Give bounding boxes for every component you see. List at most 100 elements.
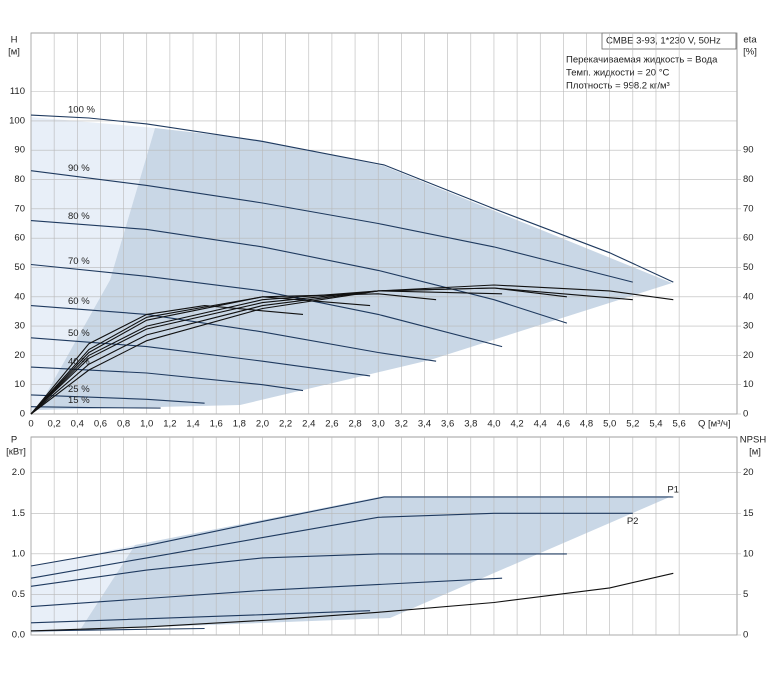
x-tick-label: 2,0 (256, 419, 269, 430)
secondary-curve (30, 572, 674, 632)
y2-tick-label: 10 (743, 379, 754, 390)
curve (30, 394, 205, 404)
y-tick-label: 100 (9, 115, 25, 126)
curve-label: 25 % (68, 384, 90, 395)
x-tick-label: 2,2 (279, 419, 292, 430)
curve-label: 80 % (68, 211, 90, 222)
curve-label: 90 % (68, 163, 90, 174)
x-tick-label: 1,6 (210, 419, 223, 430)
curve-label: P1 (667, 485, 679, 496)
x-tick-label: 4,0 (487, 419, 500, 430)
info-text: Плотность = 998.2 кг/м³ (566, 81, 670, 92)
x-tick-label: 1,0 (140, 419, 153, 430)
y2-tick-label: 0 (743, 630, 748, 641)
curve (30, 512, 633, 579)
secondary-curve (30, 287, 567, 415)
x-tick-label: 3,0 (372, 419, 385, 430)
x-tick-label: 1,8 (233, 419, 246, 430)
x-tick-label: 5,2 (626, 419, 639, 430)
secondary-curve (30, 296, 371, 415)
y-tick-label: 2.0 (12, 467, 25, 478)
x-tick-label: 3,8 (464, 419, 477, 430)
curve (30, 627, 205, 632)
y2-tick-label: 5 (743, 589, 748, 600)
range-area (37, 128, 672, 410)
x-tick-label: 5,6 (673, 419, 686, 430)
y-tick-label: 40 (14, 291, 25, 302)
x-tick-label: 4,4 (534, 419, 547, 430)
y-tick-label: 0.0 (12, 630, 25, 641)
y-tick-label: 20 (14, 350, 25, 361)
info-text: Темп. жидкости = 20 °C (566, 68, 669, 79)
y-tick-label: 60 (14, 233, 25, 244)
axis-unit: [м] (749, 447, 761, 458)
curve (30, 337, 371, 377)
x-tick-label: 4,8 (580, 419, 593, 430)
y-tick-label: 50 (14, 262, 25, 273)
curve (30, 305, 437, 362)
y-tick-label: 10 (14, 379, 25, 390)
secondary-curve (30, 290, 503, 415)
curve (30, 406, 161, 409)
curve-label: P2 (627, 516, 639, 527)
info-text: Перекачиваемая жидкость = Вода (566, 55, 718, 66)
y2-tick-label: 40 (743, 291, 754, 302)
x-tick-label: 5,4 (649, 419, 662, 430)
x-tick-label: 4,6 (557, 419, 570, 430)
x-tick-label: 1,2 (163, 419, 176, 430)
y2-tick-label: 15 (743, 508, 754, 519)
axis-title: Q [м³/ч] (698, 419, 731, 430)
x-tick-label: 3,6 (441, 419, 454, 430)
x-tick-label: 5,0 (603, 419, 616, 430)
x-tick-label: 3,2 (395, 419, 408, 430)
axis-title: P (11, 435, 17, 446)
axis-unit: [кВт] (6, 447, 26, 458)
y2-tick-label: 20 (743, 350, 754, 361)
y2-tick-label: 80 (743, 174, 754, 185)
y-tick-label: 0 (20, 409, 25, 420)
curve (30, 553, 567, 587)
curve (30, 577, 503, 608)
curve (30, 220, 568, 324)
y-tick-label: 90 (14, 145, 25, 156)
power-area-light (31, 545, 135, 633)
y-tick-label: 0.5 (12, 589, 25, 600)
secondary-curve (30, 293, 437, 415)
curve (30, 263, 503, 348)
x-tick-label: 0,2 (48, 419, 61, 430)
curve-label: 60 % (68, 296, 90, 307)
info-text: CMBE 3-93, 1*230 V, 50Hz (606, 36, 721, 47)
axis-title: eta (743, 35, 757, 46)
x-tick-label: 2,6 (325, 419, 338, 430)
y2-tick-label: 50 (743, 262, 754, 273)
y-tick-label: 30 (14, 321, 25, 332)
x-tick-label: 0 (28, 419, 33, 430)
curve-label: 100 % (68, 104, 95, 115)
secondary-curve (30, 305, 304, 415)
x-tick-label: 4,2 (510, 419, 523, 430)
power-area (80, 496, 672, 630)
y-tick-label: 1.5 (12, 508, 25, 519)
curve-label: 70 % (68, 256, 90, 267)
y2-tick-label: 0 (743, 409, 748, 420)
y-tick-label: 80 (14, 174, 25, 185)
curve (30, 610, 371, 624)
y-tick-label: 1.0 (12, 548, 25, 559)
x-tick-label: 1,4 (186, 419, 199, 430)
curve-label: 15 % (68, 395, 90, 406)
x-tick-label: 0,8 (117, 419, 130, 430)
curve (30, 114, 674, 283)
x-tick-label: 0,6 (94, 419, 107, 430)
x-tick-label: 2,8 (348, 419, 361, 430)
y-tick-label: 110 (10, 86, 25, 97)
x-tick-label: 3,4 (418, 419, 431, 430)
y2-tick-label: 60 (743, 233, 754, 244)
y2-tick-label: 20 (743, 467, 754, 478)
y2-tick-label: 30 (743, 321, 754, 332)
y2-tick-label: 90 (743, 145, 754, 156)
y2-tick-label: 10 (743, 548, 754, 559)
axis-unit: [%] (743, 47, 757, 58)
curve-label: 50 % (68, 328, 90, 339)
axis-title: NPSH (740, 435, 767, 446)
curve (30, 170, 633, 283)
